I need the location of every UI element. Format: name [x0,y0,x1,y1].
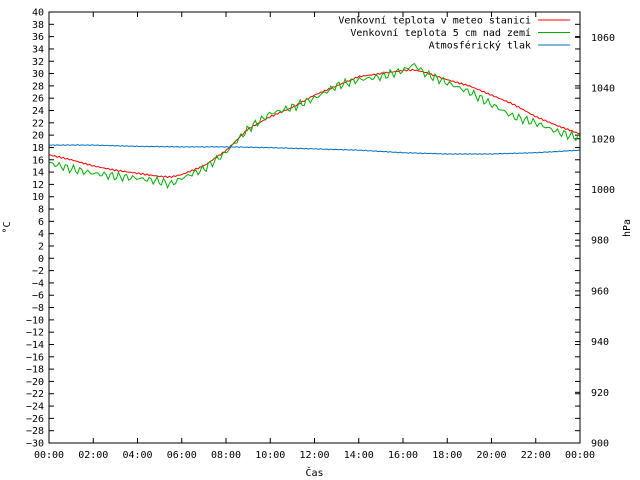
left-tick-label: 26 [32,94,44,105]
right-tick-label: 920 [591,388,609,399]
right-tick-label: 980 [591,236,609,247]
x-tick-label: 02:00 [78,450,108,461]
left-tick-label: 18 [32,143,44,154]
left-tick-label: 34 [32,44,44,55]
left-tick-label: −12 [26,328,44,339]
left-tick-label: −30 [26,439,44,450]
x-tick-label: 22:00 [521,450,551,461]
left-tick-label: 38 [32,20,44,31]
right-tick-label: 960 [591,286,609,297]
left-tick-label: −2 [32,266,44,277]
right-tick-label: 1060 [591,33,615,44]
left-axis-title: °C [2,221,13,233]
x-tick-label: 18:00 [432,450,462,461]
left-tick-label: 6 [38,217,44,228]
right-tick-label: 900 [591,439,609,450]
left-tick-label: −6 [32,291,44,302]
left-tick-label: −28 [26,426,44,437]
left-tick-label: −10 [26,315,44,326]
left-tick-label: −18 [26,365,44,376]
right-axis-ticks: 900 920 940 960 980 1000 1020 1040 1060 [575,33,615,450]
left-tick-label: −4 [32,278,44,289]
x-tick-label: 06:00 [167,450,197,461]
left-tick-label: −16 [26,352,44,363]
left-tick-label: 30 [32,69,44,80]
left-tick-label: 36 [32,32,44,43]
left-tick-label: −8 [32,303,44,314]
left-tick-label: 24 [32,106,44,117]
legend-label: Venkovní teplota 5 cm nad zemí [350,27,531,39]
x-tick-label: 16:00 [388,450,418,461]
left-tick-label: −14 [26,340,44,351]
left-tick-label: 2 [38,241,44,252]
series-line [48,144,581,155]
left-tick-label: 22 [32,118,44,129]
series-line [48,68,581,179]
right-tick-label: 1040 [591,84,615,95]
x-tick-label: 08:00 [211,450,241,461]
legend: Venkovní teplota v meteo staniciVenkovní… [338,15,570,52]
right-tick-label: 1020 [591,134,615,145]
left-tick-label: −26 [26,414,44,425]
left-tick-label: 32 [32,57,44,68]
x-tick-label: 14:00 [344,450,374,461]
x-tick-label: 10:00 [255,450,285,461]
left-tick-label: −24 [26,402,44,413]
right-tick-label: 1000 [591,185,615,196]
left-tick-label: −20 [26,377,44,388]
left-axis-ticks: −30−28−26−24−22−20−18−16−14−12−10−8−6−4−… [26,8,580,450]
left-tick-label: 12 [32,180,44,191]
series-lines [48,62,581,190]
x-tick-label: 20:00 [476,450,506,461]
right-tick-label: 940 [591,337,609,348]
series-line [48,62,581,190]
left-tick-label: 20 [32,131,44,142]
left-tick-label: 10 [32,192,44,203]
left-tick-label: 14 [32,168,44,179]
left-tick-label: 0 [38,254,44,265]
x-axis-ticks: 00:00 02:00 04:00 06:00 08:00 10:00 12:00 14:00… [34,12,595,461]
left-tick-label: 4 [38,229,44,240]
left-tick-label: −22 [26,389,44,400]
right-axis-title: hPa [622,219,633,237]
left-tick-label: 8 [38,205,44,216]
legend-label: Venkovní teplota v meteo stanici [338,15,531,27]
x-tick-label: 12:00 [299,450,329,461]
x-tick-label: 04:00 [122,450,152,461]
plot-frame [48,11,581,444]
x-tick-label: 00:00 [565,450,595,461]
left-tick-label: 16 [32,155,44,166]
left-tick-label: 40 [32,8,44,19]
x-axis-title: Čas [305,466,323,479]
legend-label: Atmosférický tlak [429,40,531,52]
left-tick-label: 28 [32,81,44,92]
x-tick-label: 00:00 [34,450,64,461]
